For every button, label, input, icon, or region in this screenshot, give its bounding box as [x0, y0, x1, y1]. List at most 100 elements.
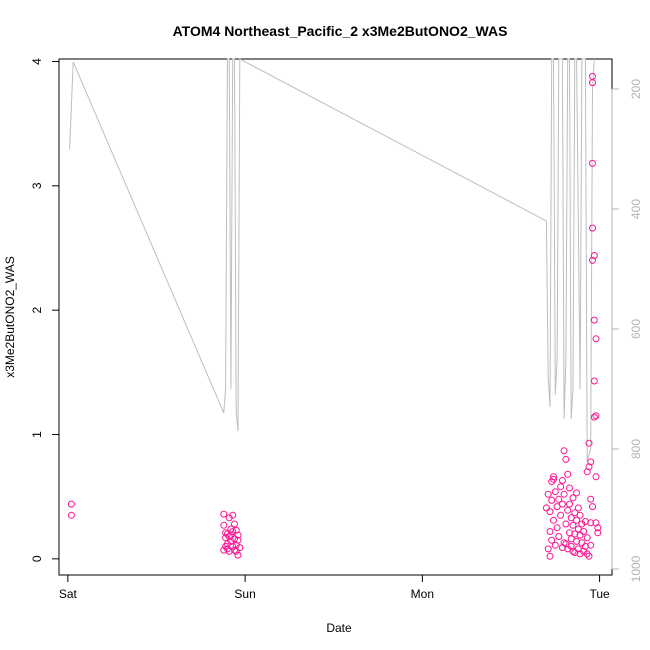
- data-point: [231, 535, 238, 543]
- data-point: [553, 524, 561, 532]
- data-point: [546, 508, 554, 516]
- data-point: [574, 504, 582, 512]
- y-tick-label: 1: [30, 431, 44, 438]
- data-point: [67, 500, 75, 508]
- data-point: [592, 335, 600, 343]
- data-point: [585, 463, 593, 471]
- data-point: [557, 483, 565, 491]
- data-point: [550, 473, 557, 481]
- data-point: [562, 520, 570, 528]
- x-axis-label: Date: [326, 621, 352, 635]
- x-tick-label: Sun: [234, 587, 255, 601]
- data-point: [573, 489, 581, 497]
- x-tick-label: Sat: [59, 587, 78, 601]
- data-point: [227, 531, 235, 539]
- data-point: [220, 510, 228, 518]
- right-tick-label: 400: [629, 199, 643, 219]
- pressure-line: [69, 58, 595, 462]
- data-point: [587, 458, 595, 466]
- data-point: [560, 447, 568, 455]
- data-point: [229, 542, 237, 550]
- y-tick-label: 4: [30, 58, 44, 65]
- data-point: [544, 490, 552, 498]
- right-tick-label: 1000: [629, 555, 643, 582]
- data-point: [589, 503, 596, 511]
- y-axis: 0 1 2 3 4: [30, 58, 60, 562]
- data-point: [585, 439, 593, 447]
- data-point: [585, 552, 593, 560]
- data-point: [564, 470, 572, 478]
- data-point: [592, 473, 600, 481]
- data-point: [587, 541, 595, 549]
- data-point: [229, 528, 237, 535]
- data-point: [551, 488, 559, 496]
- data-point: [562, 455, 570, 463]
- data-point: [587, 519, 595, 527]
- data-point: [590, 316, 598, 324]
- data-point: [542, 504, 550, 512]
- x-tick-label: Mon: [411, 587, 434, 601]
- data-point: [555, 495, 563, 503]
- data-point: [589, 224, 596, 232]
- y-tick-label: 0: [30, 555, 44, 562]
- data-point: [576, 511, 584, 519]
- data-point: [558, 500, 566, 508]
- data-point: [550, 516, 557, 524]
- data-point: [566, 500, 573, 508]
- right-tick-label: 600: [629, 319, 643, 339]
- data-point: [234, 551, 242, 559]
- data-point: [594, 524, 602, 532]
- data-point: [587, 495, 595, 503]
- data-point: [560, 539, 568, 547]
- data-point: [566, 484, 573, 492]
- data-point: [234, 536, 242, 544]
- data-point: [583, 534, 591, 542]
- data-point: [229, 511, 237, 519]
- data-point: [581, 542, 589, 550]
- right-axis: 200 400 600 800 1000: [611, 79, 643, 582]
- data-point: [589, 159, 596, 167]
- data-point: [544, 545, 552, 553]
- data-point: [590, 252, 598, 259]
- data-point: [236, 544, 244, 552]
- x-axis: Sat Sun Mon Tue: [59, 574, 610, 601]
- y-tick-label: 2: [30, 307, 44, 314]
- data-point: [234, 531, 242, 539]
- data-point: [557, 511, 565, 519]
- data-point: [569, 494, 577, 502]
- data-point: [67, 511, 75, 519]
- data-point: [558, 477, 566, 484]
- points-layer: [67, 72, 602, 560]
- data-point: [592, 412, 600, 420]
- data-point: [548, 496, 556, 504]
- right-tick-label: 200: [629, 79, 643, 99]
- data-point: [550, 475, 557, 483]
- data-point: [564, 506, 572, 514]
- data-point: [232, 547, 240, 555]
- data-point: [590, 413, 598, 421]
- data-point: [578, 539, 586, 547]
- data-point: [589, 72, 596, 80]
- data-point: [231, 520, 238, 528]
- data-point: [560, 490, 568, 498]
- data-point: [576, 531, 584, 539]
- data-point: [548, 536, 556, 544]
- data-point: [573, 516, 581, 524]
- data-point: [220, 521, 228, 529]
- pressure-line-layer: [69, 58, 595, 462]
- x-tick-label: Tue: [589, 587, 610, 601]
- data-point: [580, 528, 588, 535]
- data-point: [551, 541, 559, 549]
- data-point: [594, 529, 602, 537]
- data-point: [555, 533, 563, 540]
- data-point: [571, 530, 579, 538]
- y-tick-label: 3: [30, 182, 44, 189]
- data-point: [546, 528, 554, 535]
- chart-title: ATOM4 Northeast_Pacific_2 x3Me2ButONO2_W…: [173, 23, 508, 39]
- data-point: [569, 521, 577, 529]
- data-point: [546, 552, 554, 560]
- y-axis-label: x3Me2ButONO2_WAS: [3, 256, 17, 378]
- plot-frame: [58, 58, 613, 576]
- data-point: [590, 377, 598, 385]
